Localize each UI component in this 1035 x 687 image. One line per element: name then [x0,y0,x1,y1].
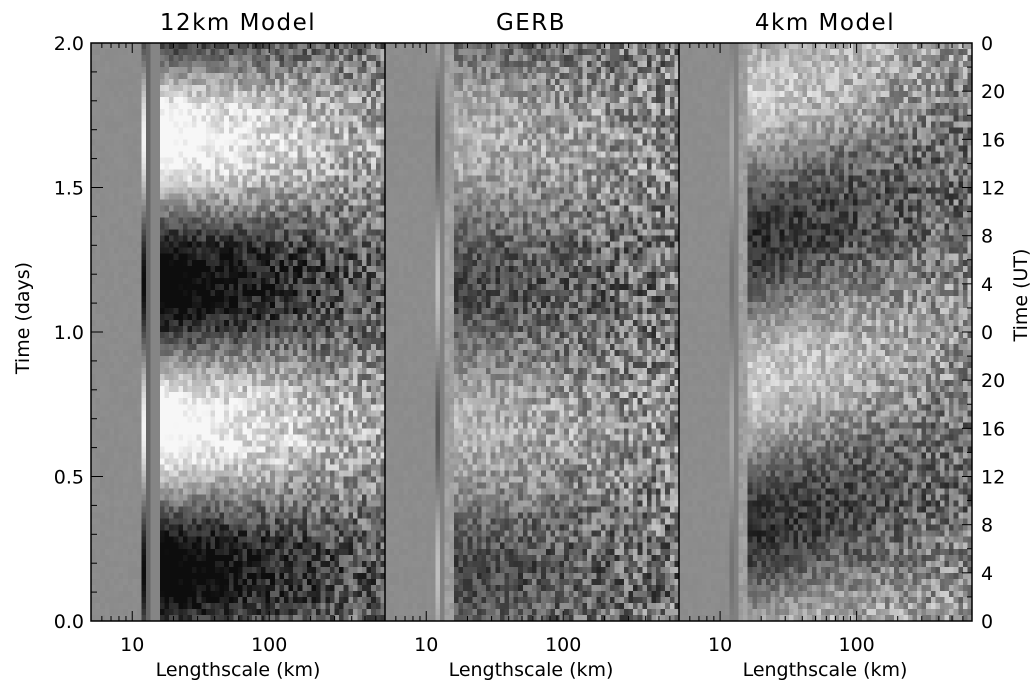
axis-ticks [90,42,973,622]
y-tick-label-right: 8 [981,226,993,248]
y-tick-label-right: 0 [981,611,993,633]
x-tick-label: 10 [120,634,144,656]
y-tick-label-right: 4 [981,563,993,585]
x-axis-label-12km: Lengthscale (km) [156,659,321,681]
y-axis-label-right: Time (UT) [1010,249,1032,343]
y-tick-label-right: 0 [981,322,993,344]
x-tick-label: 100 [545,634,581,656]
y-tick-label-right: 0 [981,33,993,55]
y-tick-label-left: 0.0 [54,611,84,633]
y-tick-label-left: 0.5 [54,467,84,489]
y-tick-label-right: 16 [981,418,1005,440]
y-tick-label-left: 1.5 [54,178,84,200]
heatmap-panel-2 [385,43,679,621]
y-tick-label-right: 4 [981,274,993,296]
y-tick-label-left: 2.0 [54,33,84,55]
tick-labels: 10 100 10 100 10 100 0.0 0.5 1.0 1.5 2.0 0 4 8 12 16 20 0… [54,33,1005,656]
x-tick-label: 100 [838,634,874,656]
x-axis-label-4km: Lengthscale (km) [743,659,908,681]
y-tick-label-right: 8 [981,515,993,537]
y-axis-label-left: Time (days) [12,262,34,375]
panel-title-gerb: GERB [496,10,566,36]
x-tick-label: 10 [708,634,732,656]
heatmap-panel-3 [679,43,972,621]
heatmap-layer [91,43,972,621]
y-tick-label-right: 12 [981,467,1005,489]
heatmap-panel-1 [91,43,385,621]
y-tick-label-left: 1.0 [54,322,84,344]
y-tick-label-right: 16 [981,129,1005,151]
y-tick-label-right: 20 [981,370,1005,392]
x-tick-label: 100 [251,634,287,656]
panel-title-4km: 4km Model [755,10,895,36]
y-tick-label-right: 20 [981,81,1005,103]
x-tick-label: 10 [414,634,438,656]
y-tick-label-right: 12 [981,178,1005,200]
panel-title-12km: 12km Model [160,10,316,36]
x-axis-label-gerb: Lengthscale (km) [449,659,614,681]
